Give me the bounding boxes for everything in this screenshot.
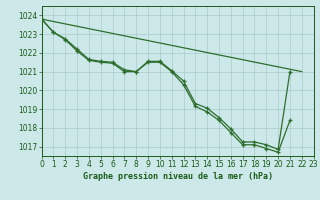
X-axis label: Graphe pression niveau de la mer (hPa): Graphe pression niveau de la mer (hPa) <box>83 172 273 181</box>
